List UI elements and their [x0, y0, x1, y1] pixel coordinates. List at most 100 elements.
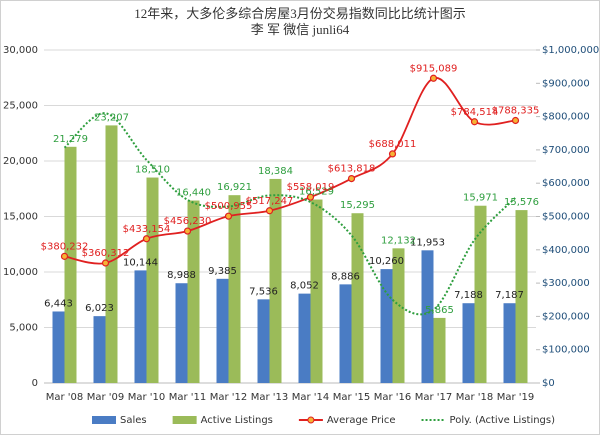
bar-value-label: 10,260 — [369, 256, 404, 267]
y2-tick-label: $400,000 — [542, 245, 590, 256]
line-value-label: $380,232 — [41, 241, 89, 252]
bar — [421, 250, 434, 383]
bar-value-label: 16,529 — [299, 187, 334, 198]
bar — [52, 311, 65, 383]
point — [101, 259, 110, 267]
y-tick-label: 15,000 — [3, 212, 38, 223]
bar-value-label: 15,576 — [504, 197, 539, 208]
bar-value-label: 8,886 — [331, 271, 360, 282]
y-tick-label: 25,000 — [3, 101, 38, 112]
legend-swatch — [172, 416, 197, 424]
legend-label: Sales — [120, 415, 147, 426]
line-value-label: $788,335 — [492, 105, 540, 116]
legend-label: Average Price — [327, 415, 396, 426]
legend-swatch — [92, 416, 116, 424]
legend-label: Active Listings — [201, 415, 273, 426]
point — [265, 207, 274, 215]
chart-subtitle: 李 军 微信 junli64 — [251, 22, 350, 37]
bar-value-label: 18,384 — [258, 166, 293, 177]
y2-tick-label: $500,000 — [542, 212, 590, 223]
bar — [298, 293, 311, 383]
bar — [380, 269, 393, 383]
bar-value-label: 7,187 — [495, 290, 524, 301]
legend-label: Poly. (Active Listings) — [450, 415, 556, 426]
y-tick-label: 10,000 — [3, 267, 38, 278]
bar-value-label: 15,971 — [463, 193, 498, 204]
bar-value-label: 8,988 — [167, 270, 196, 281]
y2-tick-label: $900,000 — [542, 78, 590, 89]
line-value-label: $784,514 — [451, 107, 499, 118]
point — [470, 118, 479, 126]
bar — [64, 146, 77, 383]
bar — [93, 316, 106, 383]
line-value-label: $558,019 — [287, 182, 335, 193]
x-tick-label: Mar '15 — [333, 392, 371, 403]
bar-value-label: 9,385 — [208, 266, 237, 277]
y2-tick-label: $200,000 — [542, 311, 590, 322]
bar — [462, 303, 475, 383]
bar-value-label: 16,440 — [176, 188, 211, 199]
bar-value-label: 23,207 — [94, 112, 129, 123]
bar — [474, 205, 487, 383]
y2-tick-label: $700,000 — [542, 145, 590, 156]
bar — [392, 248, 405, 383]
x-tick-label: Mar '09 — [87, 392, 125, 403]
y2-tick-label: $800,000 — [542, 112, 590, 123]
x-tick-label: Mar '11 — [169, 392, 207, 403]
bar-value-label: 10,144 — [123, 257, 158, 268]
line-value-label: $613,818 — [328, 164, 376, 175]
trend-line — [63, 112, 517, 316]
bar — [310, 199, 323, 383]
x-tick-label: Mar '13 — [251, 392, 289, 403]
y2-tick-label: $100,000 — [542, 345, 590, 356]
x-tick-label: Mar '16 — [374, 392, 412, 403]
bar-value-label: 8,052 — [290, 281, 319, 292]
x-tick-label: Mar '18 — [456, 392, 494, 403]
line-value-label: $688,011 — [369, 139, 417, 150]
point — [224, 212, 233, 220]
bar-value-label: 18,510 — [135, 165, 170, 176]
bar-value-label: 7,188 — [454, 290, 483, 301]
bar — [515, 210, 528, 383]
x-tick-label: Mar '17 — [415, 392, 453, 403]
bar-value-label: 12,132 — [381, 235, 416, 246]
x-tick-label: Mar '14 — [292, 392, 330, 403]
bar — [134, 270, 147, 383]
point — [511, 116, 520, 125]
legend-marker — [307, 416, 315, 424]
point — [388, 150, 397, 158]
x-tick-label: Mar '10 — [128, 392, 166, 403]
bar — [228, 195, 241, 383]
bar — [339, 284, 352, 383]
bar-value-label: 16,921 — [217, 182, 252, 193]
bar — [503, 303, 516, 383]
point — [142, 235, 151, 243]
bar-value-label: 6,443 — [44, 298, 73, 309]
bar-value-label: 15,295 — [340, 200, 375, 211]
bar — [257, 299, 270, 383]
chart-title: 12年来，大多伦多综合房屋3月份交易指数同比比统计图示 — [134, 6, 466, 21]
bar-value-label: 6,023 — [85, 303, 114, 314]
y2-tick-label: $300,000 — [542, 278, 590, 289]
x-tick-label: Mar '08 — [46, 392, 84, 403]
point — [429, 74, 438, 82]
line-value-label: $433,154 — [123, 224, 171, 235]
bar-value-label: 5,865 — [425, 305, 454, 316]
y2-tick-label: $1,000,000 — [542, 45, 599, 56]
bar — [187, 200, 200, 383]
bar-value-label: 21,279 — [53, 134, 88, 145]
line-value-label: $456,230 — [164, 216, 212, 227]
y-tick-label: 0 — [32, 378, 38, 389]
x-tick-label: Mar '12 — [210, 392, 248, 403]
point — [347, 174, 356, 183]
bar — [146, 177, 159, 383]
bar-value-label: 11,953 — [410, 237, 445, 248]
bar-value-label: 7,536 — [249, 286, 278, 297]
bar — [433, 317, 446, 383]
y-tick-label: 5,000 — [9, 323, 38, 334]
line-value-label: $500,955 — [205, 201, 253, 212]
line-value-label: $915,089 — [410, 63, 458, 74]
bar — [105, 125, 118, 384]
y2-tick-label: $600,000 — [542, 178, 590, 189]
